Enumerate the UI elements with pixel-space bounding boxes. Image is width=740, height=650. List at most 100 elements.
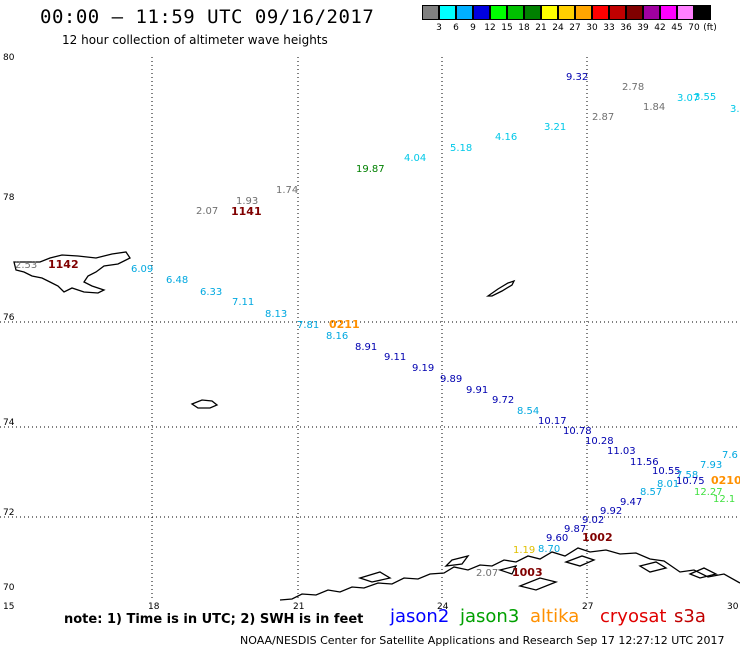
wave-height-label: 1.93 — [236, 196, 258, 207]
wave-height-label: 9.91 — [466, 385, 488, 396]
wave-height-label: 1.74 — [276, 185, 298, 196]
legend-label: 12 — [484, 23, 496, 33]
legend-swatch — [626, 5, 643, 20]
wave-height-label: 9.89 — [440, 374, 462, 385]
wave-height-label: 9.11 — [384, 352, 406, 363]
lon-label-24: 24 — [437, 602, 449, 612]
norway-fjord-f — [517, 577, 559, 591]
legend-swatch — [456, 5, 473, 20]
wave-height-label: 7.93 — [700, 460, 722, 471]
wave-height-label: 3.55 — [694, 92, 716, 103]
legend-label: 30 — [586, 23, 598, 33]
wave-height-label: 8.13 — [265, 309, 287, 320]
wave-height-label: 2.07 — [196, 206, 218, 217]
legend-label: 9 — [470, 23, 476, 33]
wave-height-label: 8.01 — [657, 479, 679, 490]
bear-island-coastline — [190, 399, 219, 409]
norway-fjord-a — [444, 554, 470, 567]
legend-label: 33 — [603, 23, 615, 33]
legend-label: 70 — [688, 23, 700, 33]
map-subtitle: 12 hour collection of altimeter wave hei… — [62, 33, 328, 47]
legend-swatch — [643, 5, 660, 20]
satellite-altika: altika — [530, 606, 580, 627]
wave-height-label: 6.33 — [200, 287, 222, 298]
lat-label-80: 80 — [3, 53, 15, 63]
wave-height-label: 5.18 — [450, 143, 472, 154]
wave-height-label: 3.07 — [677, 93, 699, 104]
norway-fjord-d — [497, 565, 518, 575]
norway-fjord-b — [563, 555, 596, 567]
credit-line: NOAA/NESDIS Center for Satellite Applica… — [240, 634, 725, 647]
lon-label-15: 15 — [3, 602, 14, 612]
wave-height-label: 2.78 — [622, 82, 644, 93]
legend-swatch — [439, 5, 456, 20]
wave-height-label: 9.19 — [412, 363, 434, 374]
legend-label: 6 — [453, 23, 459, 33]
legend-label: 15 — [501, 23, 513, 33]
lat-label-76: 76 — [3, 313, 15, 323]
satellite-jason3: jason3 — [460, 606, 520, 627]
wave-height-label: 12.27 — [694, 487, 723, 498]
svalbard-coastline — [13, 251, 131, 294]
legend-swatch — [677, 5, 694, 20]
legend-label: 18 — [518, 23, 530, 33]
satellite-s3a: s3a — [674, 606, 706, 627]
wave-height-label: 7.81 — [297, 320, 319, 331]
legend-swatch — [490, 5, 507, 20]
wave-height-label: 9.72 — [492, 395, 514, 406]
wave-height-label: 8.54 — [517, 406, 539, 417]
wave-height-label: 0211 — [329, 318, 360, 331]
wave-height-label: 9.92 — [600, 506, 622, 517]
legend-swatch — [541, 5, 558, 20]
norway-fjord-c — [638, 561, 668, 573]
wave-height-label: 3.21 — [544, 122, 566, 133]
wave-height-label: 3. — [730, 104, 740, 115]
legend-swatch — [660, 5, 677, 20]
wave-height-label: 9.87 — [564, 524, 586, 535]
legend-label: 39 — [637, 23, 649, 33]
wave-height-observations: 9.32 2.78 1.84 3.073.55 3. 2.87 3.21 4.16 5.18 4.… — [15, 72, 740, 579]
coastlines — [13, 251, 740, 601]
wave-height-label: 2.07 — [476, 568, 498, 579]
wave-height-label: 8.70 — [538, 544, 560, 555]
lon-label-21: 21 — [293, 602, 304, 612]
wave-height-label: 19.87 — [356, 164, 385, 175]
wave-height-label: 9.02 — [582, 515, 604, 526]
wave-height-label: 6.48 — [166, 275, 188, 286]
wave-height-label: 7.11 — [232, 297, 254, 308]
lat-label-74: 74 — [3, 418, 15, 428]
hopen-island-coastline — [485, 279, 516, 297]
wave-height-label: 1142 — [48, 258, 79, 271]
norway-coastline — [279, 547, 740, 601]
wave-height-label: 8.16 — [326, 331, 348, 342]
wave-height-label: 12.1 — [713, 494, 735, 505]
map-title: 00:00 – 11:59 UTC 09/16/2017 — [40, 6, 375, 28]
wave-height-label: 1003 — [512, 566, 543, 579]
lon-label-27: 27 — [582, 602, 593, 612]
legend-swatch — [524, 5, 541, 20]
legend-swatch — [575, 5, 592, 20]
wave-height-label: 1002 — [582, 531, 613, 544]
lon-label-18: 18 — [148, 602, 160, 612]
longitude-labels: 15 18 21 24 27 30 — [3, 602, 739, 612]
legend-swatch — [694, 5, 711, 20]
wave-height-label: 9.47 — [620, 497, 642, 508]
legend-label: 21 — [535, 23, 547, 33]
wave-height-label: 8.57 — [640, 487, 662, 498]
wave-height-label: 6.09 — [131, 264, 153, 275]
legend-label: 36 — [620, 23, 632, 33]
wave-height-label: 7.6 — [722, 450, 738, 461]
wave-height-label: 10.28 — [585, 436, 614, 447]
legend-label: 42 — [654, 23, 666, 33]
wave-height-label: 4.04 — [404, 153, 426, 164]
legend-label: 27 — [569, 23, 581, 33]
wave-height-label: 9.32 — [566, 72, 588, 83]
lat-label-72: 72 — [3, 508, 14, 518]
wave-height-label: 10.17 — [538, 416, 567, 427]
legend-swatch — [558, 5, 575, 20]
satellite-cryosat: cryosat — [600, 606, 667, 627]
wave-height-label: 9.60 — [546, 533, 568, 544]
wave-height-label: 4.16 — [495, 132, 517, 143]
lon-label-30: 30 — [727, 602, 739, 612]
